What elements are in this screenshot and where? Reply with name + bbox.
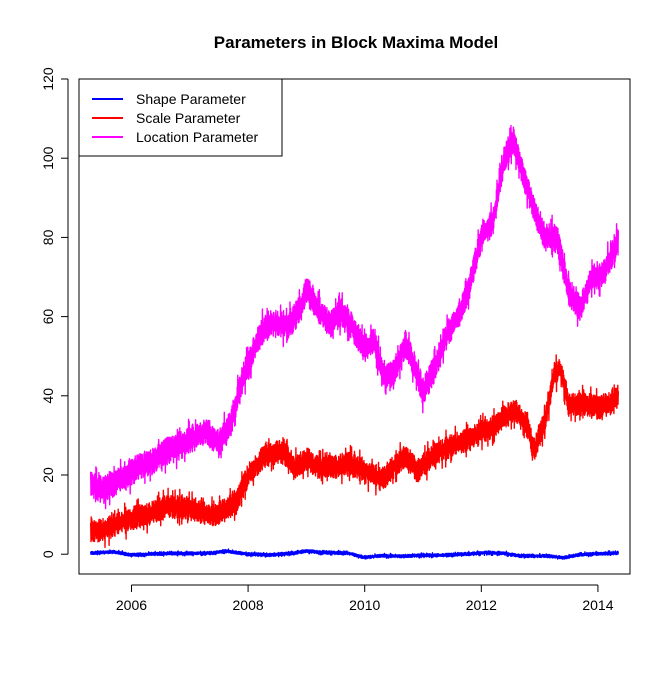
x-axis: 2006 2008 2010 2012 2014	[116, 584, 614, 613]
legend-label-location: Location Parameter	[136, 129, 259, 145]
y-tick-label: 120	[40, 67, 56, 91]
y-tick-label: 60	[40, 309, 56, 325]
x-tick-label: 2006	[116, 597, 147, 613]
series-line-2	[90, 124, 619, 510]
legend: Shape Parameter Scale Parameter Location…	[78, 78, 283, 157]
y-tick-label: 100	[40, 146, 56, 170]
chart-title: Parameters in Block Maxima Model	[214, 33, 498, 52]
x-tick-label: 2012	[466, 597, 497, 613]
legend-label-scale: Scale Parameter	[136, 110, 241, 126]
series-layer	[90, 124, 619, 560]
series-line-1	[90, 354, 619, 549]
series-line-0	[90, 548, 619, 560]
x-tick-label: 2008	[233, 597, 264, 613]
legend-label-shape: Shape Parameter	[136, 91, 246, 107]
y-tick-label: 0	[40, 550, 56, 558]
plot-frame	[78, 78, 631, 575]
y-axis: 0 20 40 60 80 100 120	[40, 67, 69, 558]
y-tick-label: 80	[40, 229, 56, 245]
y-tick-label: 40	[40, 388, 56, 404]
y-tick-label: 20	[40, 467, 56, 483]
x-tick-label: 2010	[349, 597, 380, 613]
x-tick-label: 2014	[582, 597, 613, 613]
